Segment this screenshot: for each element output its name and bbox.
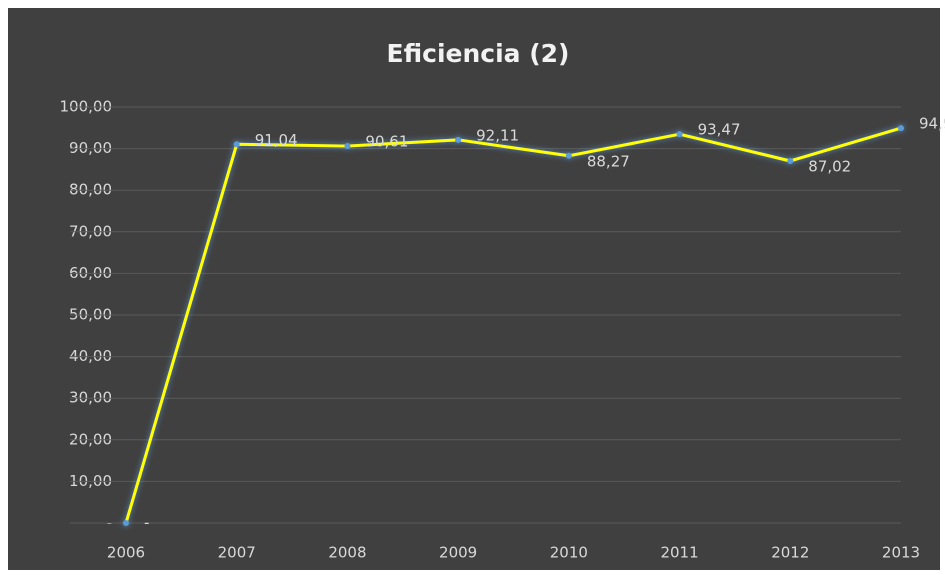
data-point [455,136,462,143]
series-line [124,126,902,524]
data-label: - [144,514,149,532]
data-label: 91,04 [255,131,298,149]
data-point [787,157,794,164]
data-label: 88,27 [587,152,630,170]
x-tick-label: 2012 [771,544,809,562]
data-point [898,125,904,132]
series-group [123,125,904,526]
data-point [233,141,240,148]
x-tick-label: 2013 [882,544,920,562]
x-tick-label: 2010 [550,544,588,562]
data-label: 87,02 [808,157,851,175]
data-point [565,152,572,159]
x-tick-label: 2008 [328,544,366,562]
x-tick-label: 2011 [660,544,698,562]
chart-background [8,8,940,570]
chart-title: Eficiencia (2) [387,39,570,68]
data-point [123,520,129,526]
data-label: 92,11 [476,126,519,144]
data-point [344,143,351,150]
data-label: 90,61 [365,133,408,151]
x-tick-label: 2006 [107,544,145,562]
x-tick-label: 2007 [218,544,256,562]
x-tick-label: 2009 [439,544,477,562]
data-label: 94,93 [919,115,945,133]
data-point [676,131,683,138]
data-label: 93,47 [698,121,741,139]
